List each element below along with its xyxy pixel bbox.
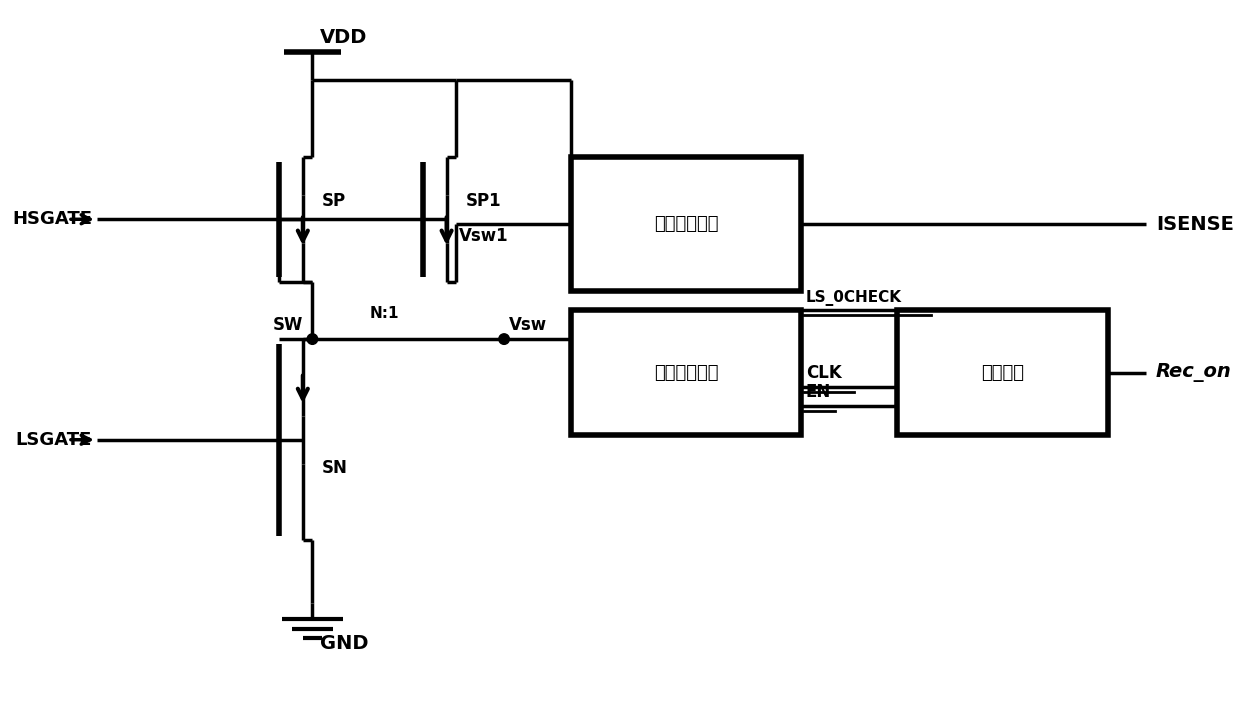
Text: LS_0CHECK: LS_0CHECK xyxy=(806,290,901,306)
Text: EN: EN xyxy=(806,384,831,401)
Bar xyxy=(572,310,801,435)
Text: SP1: SP1 xyxy=(466,191,501,210)
Text: LSGATE: LSGATE xyxy=(16,431,92,448)
Text: ISENSE: ISENSE xyxy=(1156,215,1234,234)
Text: 峰値电流检测: 峰値电流检测 xyxy=(653,215,718,233)
Text: Rec_on: Rec_on xyxy=(1156,363,1231,382)
Text: SW: SW xyxy=(273,316,303,334)
Text: VDD: VDD xyxy=(320,28,367,47)
Text: SN: SN xyxy=(322,459,348,477)
Bar xyxy=(897,310,1107,435)
Circle shape xyxy=(308,334,317,344)
Text: Vsw: Vsw xyxy=(508,316,547,334)
Text: 过零计数: 过零计数 xyxy=(981,363,1024,381)
Bar xyxy=(572,157,801,291)
Text: CLK: CLK xyxy=(806,364,842,382)
Text: SP: SP xyxy=(322,191,346,210)
Text: HSGATE: HSGATE xyxy=(12,210,92,229)
Text: 电流过零检测: 电流过零检测 xyxy=(653,363,718,381)
Text: GND: GND xyxy=(320,634,368,653)
Circle shape xyxy=(498,334,510,344)
Text: Vsw1: Vsw1 xyxy=(459,227,508,245)
Text: N:1: N:1 xyxy=(370,306,399,320)
